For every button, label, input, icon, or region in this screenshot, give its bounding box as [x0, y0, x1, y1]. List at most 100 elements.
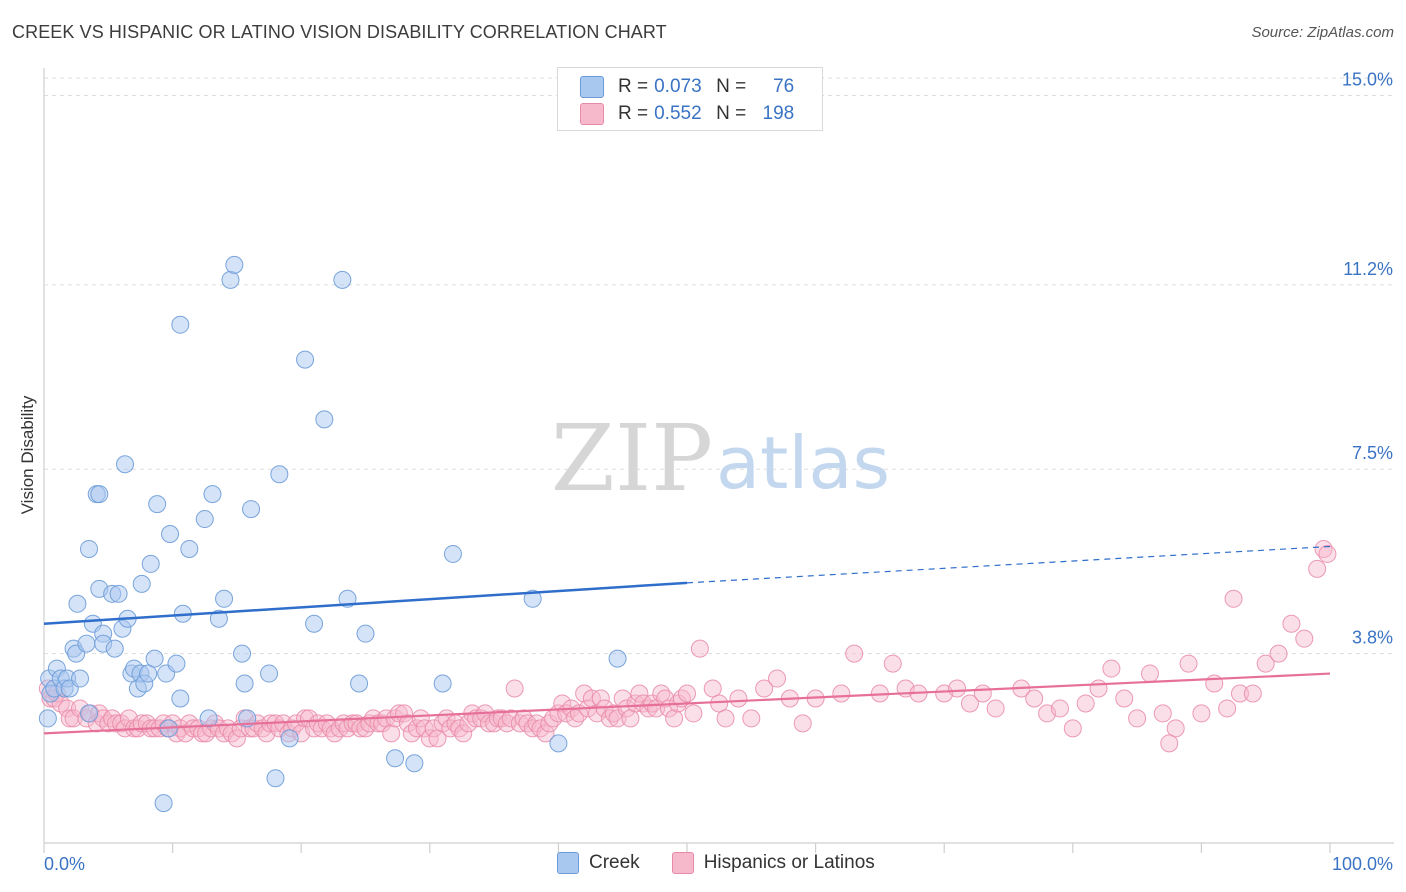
creek-swatch	[580, 76, 604, 98]
tick-labels: 3.8% 7.5% 11.2% 15.0% 0.0% 100.0%	[44, 69, 1393, 874]
hispanics-point	[1318, 544, 1337, 563]
creek-point	[549, 734, 568, 753]
watermark-zip: ZIP	[551, 405, 713, 512]
creek-point	[209, 609, 228, 628]
creek-point	[148, 495, 167, 514]
hispanics-point	[1025, 689, 1044, 708]
creek-point	[171, 689, 190, 708]
hispanics-point	[742, 709, 761, 728]
legend-item-creek[interactable]: Creek	[557, 852, 640, 874]
n-label: N =	[716, 76, 747, 97]
hispanics-point	[729, 689, 748, 708]
creek-point	[221, 270, 240, 289]
hispanics-point	[768, 669, 787, 688]
creek-point	[260, 664, 279, 683]
creek-point	[38, 709, 57, 728]
creek-swatch	[557, 852, 579, 874]
creek-point	[109, 584, 128, 603]
watermark: ZIP atlas	[551, 405, 890, 512]
hispanics-point	[617, 699, 636, 718]
hispanics-point	[716, 709, 735, 728]
creek-point	[167, 654, 186, 673]
n-value: 198	[762, 103, 795, 124]
creek-point	[116, 455, 135, 474]
legend-row-hispanics: R = 0.552 N = 198	[580, 101, 794, 127]
creek-point	[80, 704, 99, 723]
hispanics-point	[1050, 699, 1069, 718]
x-tick-label-max: 100.0%	[1332, 854, 1393, 874]
hispanics-point	[1140, 664, 1159, 683]
hispanics-point	[845, 644, 864, 663]
creek-point	[171, 315, 190, 334]
creek-point	[315, 410, 334, 429]
creek-point	[266, 769, 285, 788]
hispanics-point	[1295, 629, 1314, 648]
creek-point	[154, 794, 173, 813]
legend-row-creek: R = 0.073 N = 76	[580, 74, 794, 100]
hispanics-point	[531, 719, 550, 738]
creek-point	[199, 709, 218, 728]
hispanics-point	[710, 694, 729, 713]
hispanics-point	[883, 654, 902, 673]
series-legend: Creek Hispanics or Latinos	[557, 852, 907, 874]
creek-point	[145, 649, 164, 668]
hispanics-point	[1076, 694, 1095, 713]
x-tick-label-min: 0.0%	[44, 854, 85, 874]
legend-label-hispanics: Hispanics or Latinos	[703, 852, 875, 873]
gridlines	[44, 77, 1394, 655]
r-value: 0.073	[654, 76, 702, 97]
watermark-atlas: atlas	[716, 421, 890, 505]
hispanics-point	[684, 704, 703, 723]
hispanics-swatch	[580, 103, 604, 125]
hispanics-point	[382, 724, 401, 743]
creek-trend-extension	[686, 545, 1331, 584]
hispanics-point	[755, 679, 774, 698]
hispanics-point	[411, 709, 430, 728]
y-tick-label: 7.5%	[1352, 443, 1393, 463]
hispanics-point	[621, 709, 640, 728]
hispanics-point	[1128, 709, 1147, 728]
creek-point	[242, 500, 261, 519]
creek-point	[90, 485, 109, 504]
hispanics-point	[973, 684, 992, 703]
hispanics-point	[1282, 614, 1301, 633]
legend-item-hispanics[interactable]: Hispanics or Latinos	[671, 852, 875, 874]
hispanics-point	[193, 724, 212, 743]
hispanics-point	[1115, 689, 1134, 708]
hispanics-point	[608, 709, 627, 728]
creek-point	[270, 465, 289, 484]
hispanics-point	[420, 729, 439, 748]
creek-point	[405, 754, 424, 773]
hispanics-point	[793, 714, 812, 733]
r-label: R =	[618, 76, 649, 97]
creek-point	[195, 510, 214, 529]
creek-point	[77, 634, 96, 653]
hispanics-point	[536, 724, 555, 743]
r-label: R =	[618, 103, 649, 124]
legend-label-creek: Creek	[589, 852, 640, 873]
hispanics-point	[1192, 704, 1211, 723]
series-creek-points	[38, 255, 627, 813]
n-label: N =	[716, 103, 747, 124]
hispanics-point	[1179, 654, 1198, 673]
creek-point	[132, 574, 151, 593]
hispanics-point	[299, 709, 318, 728]
hispanics-point	[227, 729, 246, 748]
creek-point	[161, 525, 180, 544]
creek-point	[296, 350, 315, 369]
hispanics-point	[351, 719, 370, 738]
creek-point	[305, 614, 324, 633]
creek-point	[139, 664, 158, 683]
creek-point	[80, 539, 99, 558]
hispanics-point	[690, 639, 709, 658]
hispanics-point	[832, 684, 851, 703]
y-tick-label: 15.0%	[1342, 69, 1393, 89]
hispanics-point	[1160, 734, 1179, 753]
creek-point	[68, 594, 87, 613]
hispanics-trend-line	[43, 672, 1331, 735]
creek-point	[203, 485, 222, 504]
creek-point	[280, 729, 299, 748]
creek-point	[215, 589, 234, 608]
hispanics-point	[501, 709, 520, 728]
